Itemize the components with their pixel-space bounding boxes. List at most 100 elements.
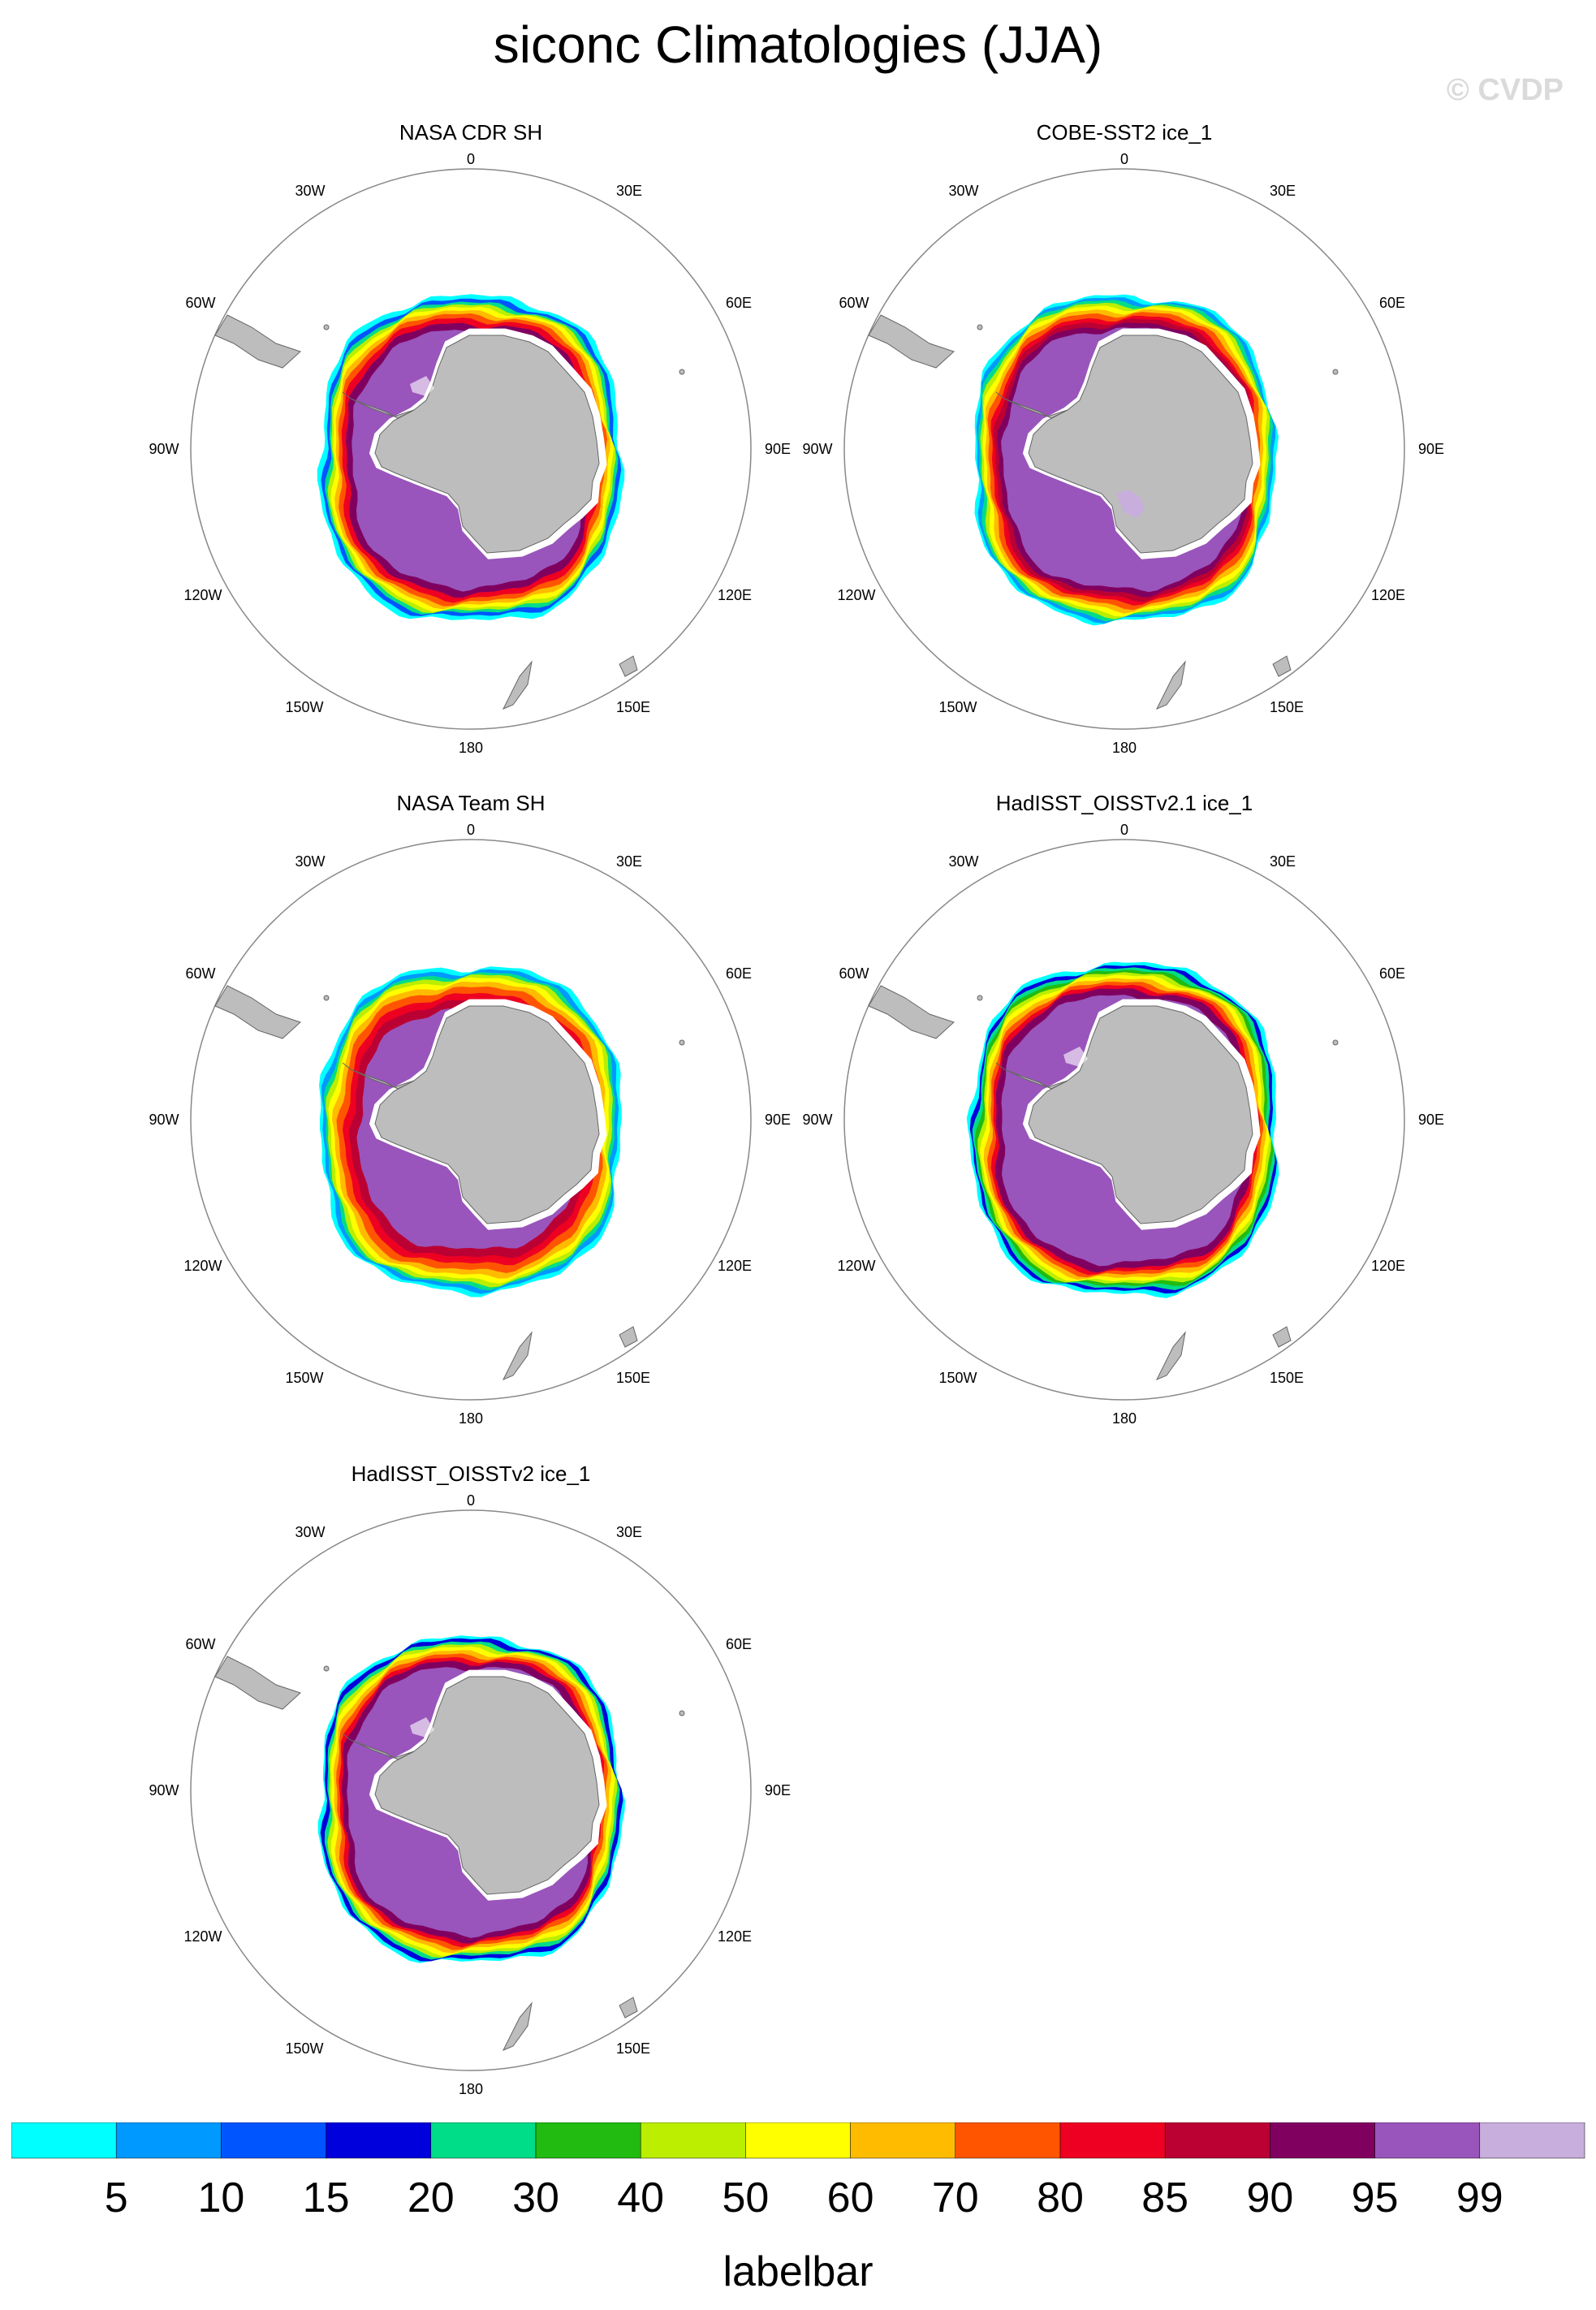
kerguelen-island — [679, 1039, 685, 1046]
longitude-label: 0 — [467, 151, 475, 167]
colorbar-tick-label: 85 — [1141, 2174, 1188, 2221]
longitude-label: 120W — [183, 587, 222, 603]
polar-map: 0 30E 60E 90E 120E 150E 180 150W 120W 90W 60W 30W — [802, 822, 1444, 1427]
colorbar-tick-label: 60 — [827, 2174, 874, 2221]
polar-map: 0 30E 60E 90E 120E 150E 180 150W 120W 90W 60W 30W — [802, 151, 1444, 756]
longitude-label: 150W — [938, 699, 977, 715]
colorbar-tick-label: 40 — [617, 2174, 664, 2221]
longitude-label: 150W — [938, 1370, 977, 1386]
longitude-label: 30E — [616, 183, 642, 199]
colorbar-tick-label: 80 — [1037, 2174, 1084, 2221]
map-panel-hadisst-oisstv2-1: HadISST_OISSTv2.1 ice_1 2005-2023 030E60… — [802, 791, 1596, 1465]
longitude-label: 150W — [285, 699, 323, 715]
weddell-sea-feature — [410, 376, 434, 396]
colorbar-swatch — [326, 2122, 432, 2159]
colorbar-tick-label: 15 — [303, 2174, 350, 2221]
panel-title: NASA CDR SH — [399, 120, 543, 145]
colorbar-swatch — [1270, 2122, 1375, 2159]
longitude-label: 30E — [1270, 183, 1296, 199]
colorbar-title: labelbar — [723, 2248, 873, 2295]
longitude-label: 90E — [765, 1782, 791, 1798]
longitude-label: 120W — [183, 1928, 222, 1945]
colorbar-swatch — [745, 2122, 851, 2159]
australia-tip — [619, 1997, 638, 2019]
south-america-landmass — [214, 1656, 301, 1710]
longitude-label: 30W — [948, 853, 978, 870]
australia-tip — [1272, 655, 1292, 677]
australia-tip — [1272, 1326, 1292, 1348]
new-zealand-landmass — [1155, 660, 1186, 710]
antarctic-peninsula — [995, 1062, 1068, 1090]
map-panel-cobe-sst2: COBE-SST2 ice_1 2005-2023 030E60E90E120E… — [802, 120, 1596, 794]
longitude-label: 60E — [726, 965, 752, 982]
longitude-label: 120E — [1371, 1258, 1405, 1274]
new-zealand-landmass — [502, 2001, 533, 2051]
colorbar-tick-label: 95 — [1352, 2174, 1399, 2221]
longitude-label: 60W — [839, 295, 869, 311]
south-america-landmass — [868, 314, 955, 369]
colorbar-swatch — [115, 2122, 222, 2159]
longitude-label: 90E — [765, 1112, 791, 1128]
longitude-label: 120W — [183, 1258, 222, 1274]
colorbar-tick-label: 50 — [722, 2174, 769, 2221]
longitude-label: 30W — [948, 183, 978, 199]
new-zealand-landmass — [502, 660, 533, 710]
longitude-label: 0 — [1120, 151, 1128, 167]
south-america-landmass — [214, 985, 301, 1039]
longitude-label: 120W — [837, 587, 875, 603]
panel-title: HadISST_OISSTv2 ice_1 — [351, 1462, 591, 1486]
antarctic-peninsula — [342, 1733, 415, 1760]
longitude-label: 180 — [459, 740, 483, 756]
panel-title: HadISST_OISSTv2.1 ice_1 — [995, 791, 1253, 815]
polar-map: 0 30E 60E 90E 120E 150E 180 150W 120W 90W 60W 30W — [149, 822, 791, 1427]
longitude-label: 60W — [185, 295, 215, 311]
colorbar-swatch — [1059, 2122, 1166, 2159]
kerguelen-island — [679, 369, 685, 375]
antarctic-peninsula — [342, 1062, 415, 1090]
falkland-islands — [323, 1665, 330, 1672]
map-panel-nasa-team-sh: NASA Team SH 2005-2023 030E60E90E120E150… — [149, 791, 1031, 1465]
colorbar-tick-label: 5 — [105, 2174, 128, 2221]
longitude-label: 120W — [837, 1258, 875, 1274]
longitude-label: 150E — [616, 2040, 650, 2057]
longitude-label: 120E — [718, 1258, 752, 1274]
colorbar-swatch — [1374, 2122, 1481, 2159]
longitude-label: 30W — [295, 1524, 325, 1540]
longitude-label: 90W — [149, 441, 179, 457]
colorbar-swatch — [430, 2122, 537, 2159]
south-america-landmass — [214, 314, 301, 369]
polar-map: 0 30E 60E 90E 120E 150E 180 150W 120W 90W 60W 30W — [149, 151, 791, 756]
panel-title: COBE-SST2 ice_1 — [1036, 120, 1213, 145]
new-zealand-landmass — [1155, 1331, 1186, 1380]
longitude-label: 60W — [185, 965, 215, 982]
longitude-label: 60E — [1379, 965, 1405, 982]
colorbar-swatch — [11, 2122, 117, 2159]
weddell-sea-feature — [1063, 1047, 1088, 1067]
longitude-label: 30E — [1270, 853, 1296, 870]
longitude-label: 60W — [185, 1636, 215, 1652]
longitude-label: 0 — [467, 822, 475, 838]
kerguelen-island — [679, 1710, 685, 1716]
colorbar-tick-label: 30 — [512, 2174, 559, 2221]
falkland-islands — [977, 324, 983, 330]
longitude-label: 90E — [765, 441, 791, 457]
ross-ice-shelf — [1116, 490, 1145, 518]
antarctic-peninsula — [342, 391, 415, 419]
longitude-label: 180 — [1112, 740, 1137, 756]
longitude-label: 60E — [1379, 295, 1405, 311]
longitude-label: 120E — [1371, 587, 1405, 603]
map-panel-hadisst-oisstv2: HadISST_OISSTv2 ice_1 2005-2021 030E60E9… — [149, 1462, 1031, 2135]
australia-tip — [619, 655, 638, 677]
longitude-label: 0 — [1120, 822, 1128, 838]
colorbar-tick-label: 20 — [408, 2174, 455, 2221]
south-america-landmass — [868, 985, 955, 1039]
longitude-label: 150W — [285, 1370, 323, 1386]
colorbar: 5 10 15 20 30 40 50 60 70 80 85 90 95 99 — [11, 2122, 1585, 2221]
longitude-label: 60W — [839, 965, 869, 982]
weddell-sea-feature — [410, 1717, 434, 1738]
longitude-label: 180 — [459, 1410, 483, 1427]
longitude-label: 150W — [285, 2040, 323, 2057]
longitude-label: 90E — [1418, 1112, 1444, 1128]
colorbar-swatch — [850, 2122, 956, 2159]
longitude-label: 150E — [616, 699, 650, 715]
